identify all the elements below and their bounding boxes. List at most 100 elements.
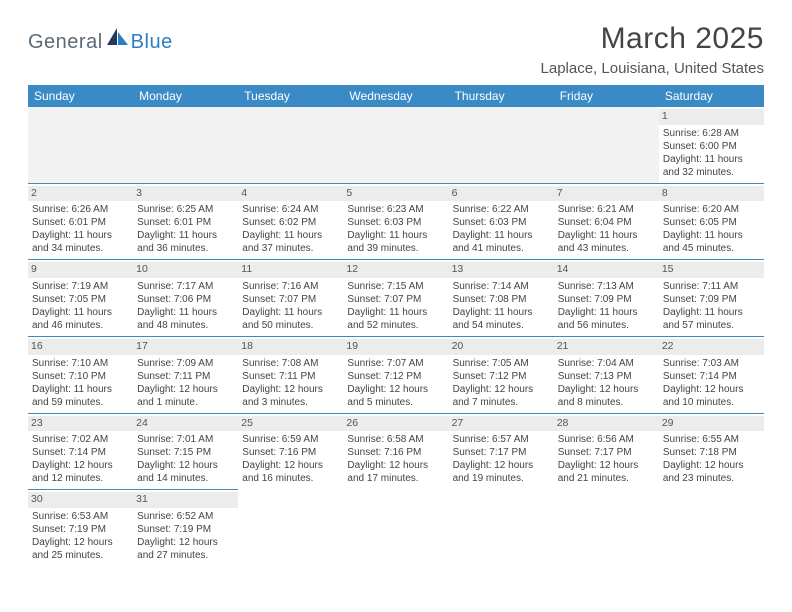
cell-line: Sunset: 7:11 PM	[242, 370, 339, 383]
cell-line: and 19 minutes.	[453, 472, 550, 485]
cell-line: Daylight: 12 hours	[32, 459, 129, 472]
cell-line: and 10 minutes.	[663, 396, 760, 409]
calendar-cell: 17Sunrise: 7:09 AMSunset: 7:11 PMDayligh…	[133, 336, 238, 413]
calendar-cell	[449, 107, 554, 183]
cell-line: Sunrise: 6:53 AM	[32, 510, 129, 523]
cell-line: Sunset: 7:09 PM	[558, 293, 655, 306]
cell-line: and 52 minutes.	[347, 319, 444, 332]
day-number: 9	[28, 262, 133, 278]
calendar-cell: 4Sunrise: 6:24 AMSunset: 6:02 PMDaylight…	[238, 183, 343, 260]
calendar-cell: 6Sunrise: 6:22 AMSunset: 6:03 PMDaylight…	[449, 183, 554, 260]
cell-line: Sunset: 7:07 PM	[242, 293, 339, 306]
cell-line: Daylight: 11 hours	[242, 229, 339, 242]
cell-line: and 27 minutes.	[137, 549, 234, 562]
calendar-row: 9Sunrise: 7:19 AMSunset: 7:05 PMDaylight…	[28, 260, 764, 337]
day-number: 1	[659, 109, 764, 125]
day-number: 13	[449, 262, 554, 278]
calendar-cell: 25Sunrise: 6:59 AMSunset: 7:16 PMDayligh…	[238, 413, 343, 490]
calendar-cell: 24Sunrise: 7:01 AMSunset: 7:15 PMDayligh…	[133, 413, 238, 490]
cell-line: Sunset: 6:01 PM	[32, 216, 129, 229]
cell-line: Sunrise: 7:10 AM	[32, 357, 129, 370]
calendar-row: 23Sunrise: 7:02 AMSunset: 7:14 PMDayligh…	[28, 413, 764, 490]
cell-line: and 23 minutes.	[663, 472, 760, 485]
cell-line: Sunset: 7:10 PM	[32, 370, 129, 383]
logo-text-blue: Blue	[131, 31, 173, 54]
cell-line: Daylight: 12 hours	[137, 536, 234, 549]
cell-line: and 41 minutes.	[453, 242, 550, 255]
day-number: 11	[238, 262, 343, 278]
cell-line: Sunrise: 7:13 AM	[558, 280, 655, 293]
calendar-row: 16Sunrise: 7:10 AMSunset: 7:10 PMDayligh…	[28, 336, 764, 413]
cell-line: Daylight: 11 hours	[663, 153, 760, 166]
logo-sail-icon	[107, 28, 129, 51]
cell-line: and 7 minutes.	[453, 396, 550, 409]
cell-line: and 46 minutes.	[32, 319, 129, 332]
calendar-cell: 27Sunrise: 6:57 AMSunset: 7:17 PMDayligh…	[449, 413, 554, 490]
cell-line: Daylight: 12 hours	[137, 383, 234, 396]
day-number: 17	[133, 339, 238, 355]
calendar-cell: 19Sunrise: 7:07 AMSunset: 7:12 PMDayligh…	[343, 336, 448, 413]
cell-line: Daylight: 12 hours	[558, 383, 655, 396]
cell-line: Sunset: 7:15 PM	[137, 446, 234, 459]
calendar-table: Sunday Monday Tuesday Wednesday Thursday…	[28, 85, 764, 566]
cell-line: Daylight: 12 hours	[137, 459, 234, 472]
cell-line: Daylight: 11 hours	[32, 306, 129, 319]
calendar-cell: 16Sunrise: 7:10 AMSunset: 7:10 PMDayligh…	[28, 336, 133, 413]
dow-header: Tuesday	[238, 85, 343, 107]
calendar-cell: 1 Sunrise: 6:28 AMSunset: 6:00 PMDaylight…	[659, 107, 764, 183]
cell-line: Sunset: 7:12 PM	[453, 370, 550, 383]
cell-line: Sunset: 7:16 PM	[347, 446, 444, 459]
cell-line: Sunrise: 7:08 AM	[242, 357, 339, 370]
cell-line: Sunset: 7:17 PM	[558, 446, 655, 459]
cell-line: Sunrise: 6:24 AM	[242, 203, 339, 216]
cell-line: Daylight: 12 hours	[558, 459, 655, 472]
calendar-cell	[343, 107, 448, 183]
day-number: 10	[133, 262, 238, 278]
day-number: 4	[238, 186, 343, 202]
cell-line: Daylight: 12 hours	[32, 536, 129, 549]
logo: General Blue	[28, 28, 173, 57]
calendar-cell	[449, 490, 554, 566]
calendar-cell: 11Sunrise: 7:16 AMSunset: 7:07 PMDayligh…	[238, 260, 343, 337]
cell-line: and 37 minutes.	[242, 242, 339, 255]
calendar-cell	[343, 490, 448, 566]
day-number: 6	[449, 186, 554, 202]
calendar-cell: 28Sunrise: 6:56 AMSunset: 7:17 PMDayligh…	[554, 413, 659, 490]
day-number: 14	[554, 262, 659, 278]
cell-line: and 34 minutes.	[32, 242, 129, 255]
cell-line: and 21 minutes.	[558, 472, 655, 485]
cell-line: Sunrise: 6:25 AM	[137, 203, 234, 216]
cell-line: and 50 minutes.	[242, 319, 339, 332]
cell-line: and 54 minutes.	[453, 319, 550, 332]
cell-line: Daylight: 11 hours	[453, 306, 550, 319]
day-number: 18	[238, 339, 343, 355]
dow-header: Friday	[554, 85, 659, 107]
cell-line: Daylight: 12 hours	[663, 383, 760, 396]
day-number: 19	[343, 339, 448, 355]
calendar-row: 1 Sunrise: 6:28 AMSunset: 6:00 PMDaylight…	[28, 107, 764, 183]
cell-line: Sunrise: 7:16 AM	[242, 280, 339, 293]
cell-line: Sunrise: 7:02 AM	[32, 433, 129, 446]
cell-line: Sunset: 7:18 PM	[663, 446, 760, 459]
calendar-cell	[659, 490, 764, 566]
day-number: 7	[554, 186, 659, 202]
day-number: 28	[554, 416, 659, 432]
day-number: 22	[659, 339, 764, 355]
cell-line: Daylight: 11 hours	[558, 306, 655, 319]
cell-line: and 43 minutes.	[558, 242, 655, 255]
cell-line: Daylight: 11 hours	[32, 383, 129, 396]
day-number: 27	[449, 416, 554, 432]
calendar-cell: 15Sunrise: 7:11 AMSunset: 7:09 PMDayligh…	[659, 260, 764, 337]
cell-line: Sunrise: 6:58 AM	[347, 433, 444, 446]
cell-line: Sunset: 7:17 PM	[453, 446, 550, 459]
calendar-cell: 9Sunrise: 7:19 AMSunset: 7:05 PMDaylight…	[28, 260, 133, 337]
day-number: 12	[343, 262, 448, 278]
cell-line: Sunrise: 6:28 AM	[663, 127, 760, 140]
calendar-cell: 23Sunrise: 7:02 AMSunset: 7:14 PMDayligh…	[28, 413, 133, 490]
cell-line: and 45 minutes.	[663, 242, 760, 255]
cell-line: Sunset: 6:00 PM	[663, 140, 760, 153]
calendar-cell	[554, 107, 659, 183]
cell-line: and 14 minutes.	[137, 472, 234, 485]
cell-line: Daylight: 12 hours	[242, 459, 339, 472]
cell-line: Sunrise: 7:09 AM	[137, 357, 234, 370]
